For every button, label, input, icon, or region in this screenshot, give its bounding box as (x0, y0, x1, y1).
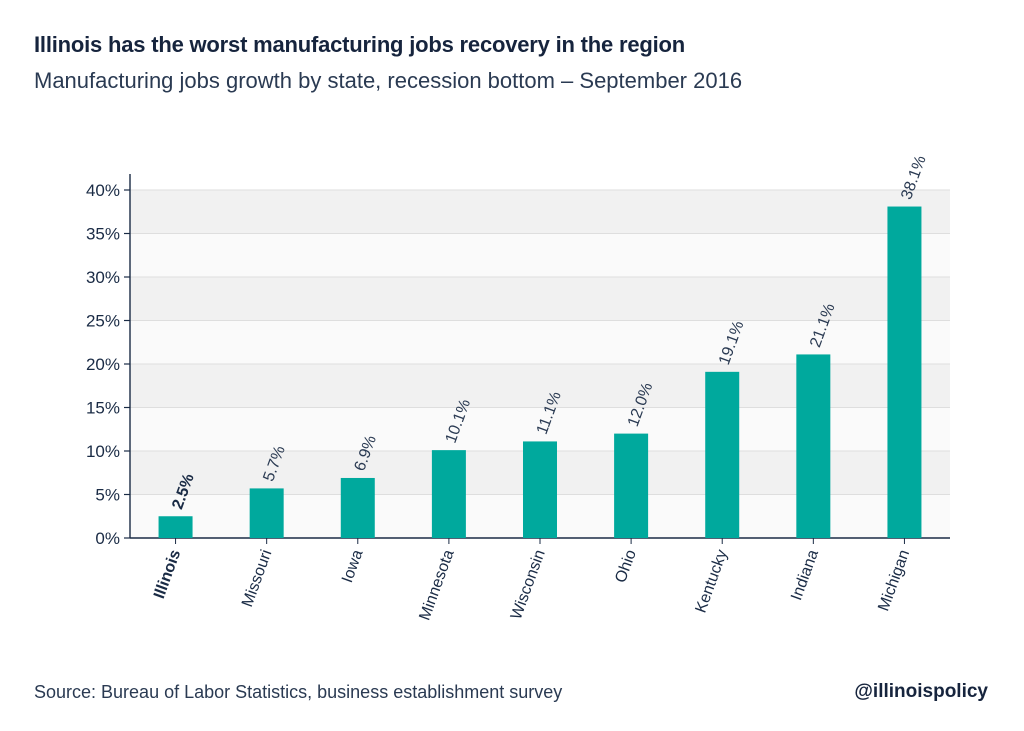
chart-subtitle: Manufacturing jobs growth by state, rece… (34, 68, 743, 93)
x-tick-label-iowa: Iowa (339, 547, 367, 585)
bar-missouri (249, 488, 284, 538)
x-tick-label-missouri: Missouri (239, 548, 275, 610)
y-tick-label: 5% (95, 486, 120, 505)
bar-iowa (340, 477, 375, 538)
bar-indiana (796, 354, 831, 538)
y-tick-label: 30% (86, 268, 120, 287)
x-tick-label-ohio: Ohio (612, 547, 640, 585)
y-tick-label: 15% (86, 399, 120, 418)
grid-band (130, 190, 950, 234)
x-tick-label-wisconsin: Wisconsin (508, 548, 549, 622)
y-tick-label: 0% (95, 529, 120, 548)
y-tick-label: 10% (86, 442, 120, 461)
bar-ohio (614, 433, 649, 538)
y-tick-label: 35% (86, 225, 120, 244)
brand-handle: @illinoispolicy (854, 681, 988, 702)
x-tick-label-kentucky: Kentucky (692, 548, 730, 616)
bar-kentucky (705, 371, 740, 538)
grid-band (130, 277, 950, 321)
x-tick-label-illinois: Illinois (151, 547, 184, 601)
x-tick-label-michigan: Michigan (875, 548, 913, 614)
y-tick-label: 20% (86, 355, 120, 374)
bar-illinois (158, 516, 193, 538)
y-tick-label: 40% (86, 181, 120, 200)
x-tick-label-minnesota: Minnesota (416, 547, 457, 622)
bar-wisconsin (523, 441, 557, 538)
y-tick-label: 25% (86, 312, 120, 331)
bar-michigan (887, 206, 922, 538)
grid-band (130, 233, 950, 277)
x-tick-label-indiana: Indiana (788, 547, 822, 602)
source-note: Source: Bureau of Labor Statistics, busi… (34, 682, 563, 702)
chart-title: Illinois has the worst manufacturing job… (34, 32, 685, 57)
bar-minnesota (431, 450, 466, 538)
